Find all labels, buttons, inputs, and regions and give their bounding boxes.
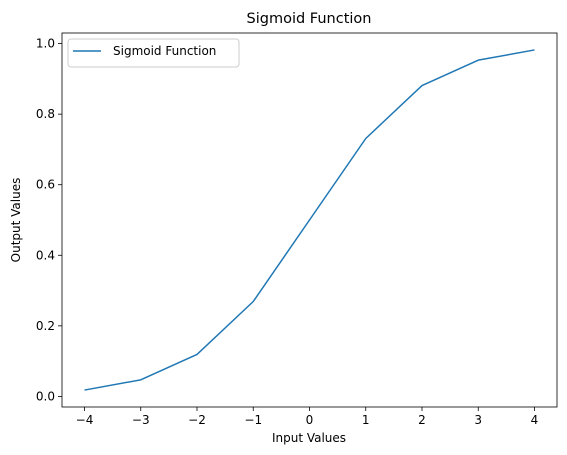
series-line-sigmoid <box>84 49 535 391</box>
y-tick-label: 0.6 <box>36 178 55 192</box>
x-tick-label: 0 <box>306 413 314 427</box>
y-tick-label: 0.0 <box>36 389 55 403</box>
legend-box <box>67 38 240 68</box>
y-axis-label: Output Values <box>9 178 23 263</box>
legend-label: Sigmoid Function <box>113 44 216 58</box>
x-tick-label: −1 <box>244 413 262 427</box>
x-tick-label: 1 <box>362 413 370 427</box>
y-tick-label: 0.2 <box>36 319 55 333</box>
y-tick-label: 1.0 <box>36 37 55 51</box>
legend: Sigmoid Function <box>67 38 240 68</box>
x-tick-label: −2 <box>188 413 206 427</box>
y-tick-label: 0.8 <box>36 107 55 121</box>
y-tick-label: 0.4 <box>36 248 55 262</box>
x-axis: −4 −3 −2 −1 0 1 2 3 4 <box>76 407 539 427</box>
x-tick-label: −4 <box>76 413 94 427</box>
x-axis-label: Input Values <box>272 431 346 445</box>
x-tick-label: 2 <box>418 413 426 427</box>
x-tick-label: 4 <box>531 413 539 427</box>
x-tick-label: −3 <box>132 413 150 427</box>
x-tick-label: 3 <box>474 413 482 427</box>
chart-title: Sigmoid Function <box>247 11 372 27</box>
y-axis: 0.0 0.2 0.4 0.6 0.8 1.0 <box>36 37 62 403</box>
series-layer <box>84 49 535 391</box>
